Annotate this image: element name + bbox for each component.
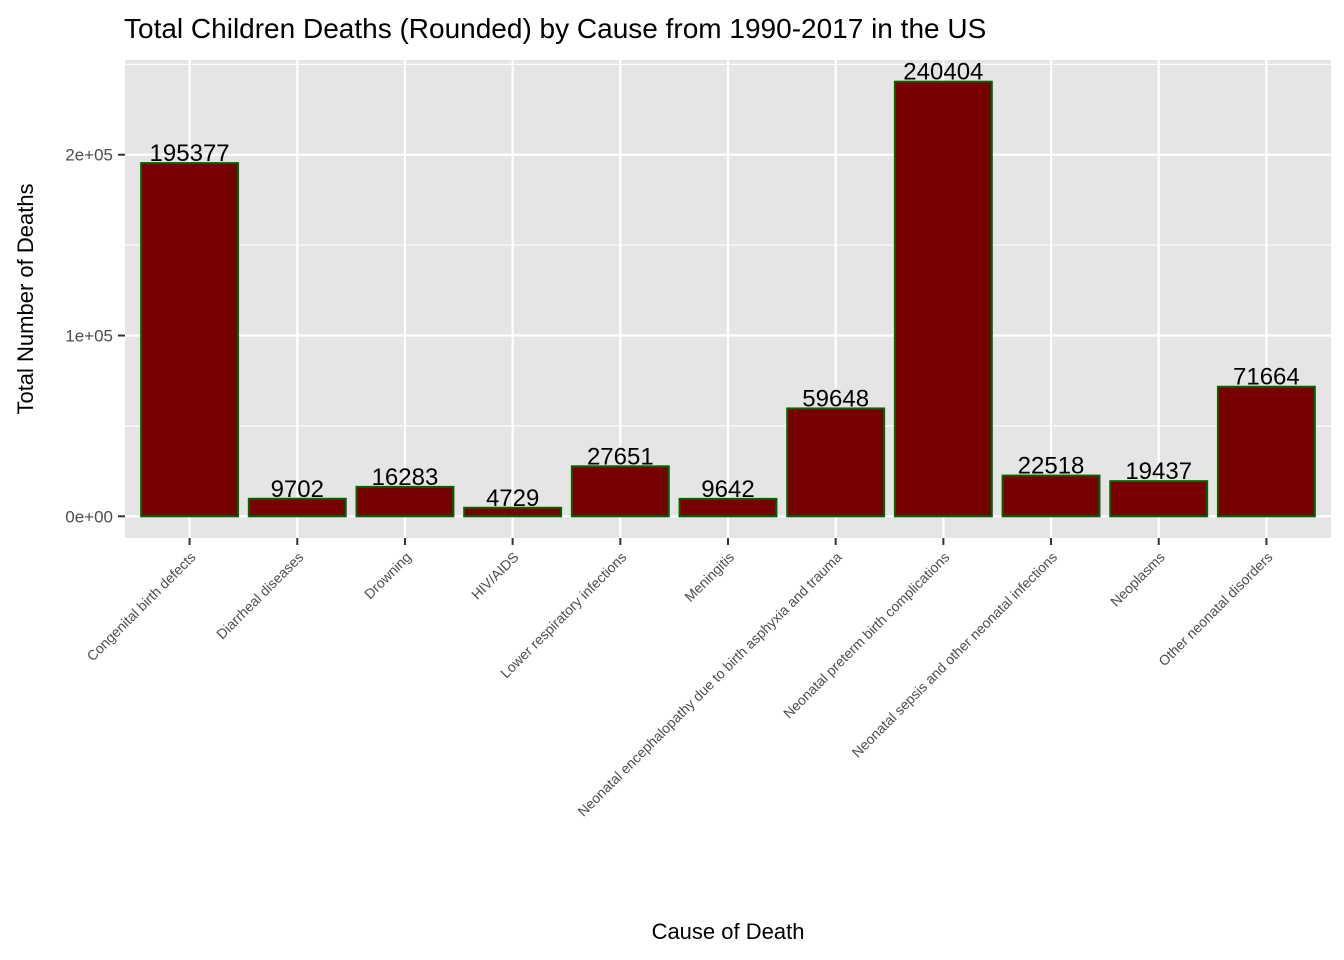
bar-value-label: 16283: [372, 464, 439, 491]
bar-value-label: 4729: [486, 485, 539, 512]
bar-value-label: 27651: [587, 443, 654, 470]
bar: [1216, 385, 1316, 518]
bar: [893, 80, 993, 518]
bar: [247, 497, 347, 518]
bars: [140, 80, 1316, 518]
bar: [140, 162, 240, 518]
data-labels: 195377 9702 16283 4729 27651 9642 59648 240404 2…: [150, 59, 1300, 512]
bar: [1001, 474, 1101, 518]
y-tick-label: 1e+05: [65, 327, 113, 346]
y-axis-title: Total Number of Deaths: [13, 183, 38, 414]
bar-value-label: 195377: [150, 140, 230, 167]
bar: [463, 506, 563, 518]
x-axis-title: Cause of Death: [652, 919, 805, 944]
bar-value-label: 9702: [271, 476, 324, 503]
y-axis: 0e+00 1e+05 2e+05: [65, 146, 125, 526]
bar-value-label: 59648: [802, 385, 869, 412]
y-tick-label: 2e+05: [65, 146, 113, 165]
bar-value-label: 19437: [1125, 458, 1192, 485]
bar-value-label: 9642: [701, 476, 754, 503]
y-tick-label: 0e+00: [65, 507, 113, 526]
bar: [786, 407, 886, 518]
bar-value-label: 22518: [1018, 453, 1085, 480]
bar-value-label: 71664: [1233, 364, 1300, 391]
bar-value-label: 240404: [903, 59, 983, 86]
bar: [1109, 480, 1209, 518]
bar: [570, 465, 670, 518]
bar: [355, 485, 455, 518]
chart-title: Total Children Deaths (Rounded) by Cause…: [124, 13, 986, 44]
bar: [678, 497, 778, 518]
